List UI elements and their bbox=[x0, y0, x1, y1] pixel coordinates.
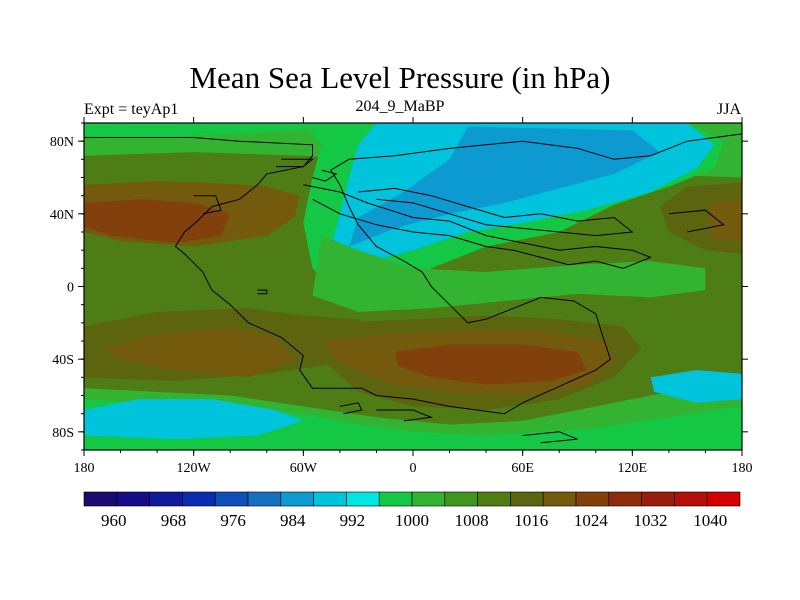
contour-region-north-pole-low-996 bbox=[84, 123, 322, 138]
coastline-5 bbox=[193, 195, 222, 215]
colorbar-swatch bbox=[280, 491, 314, 507]
colorbar-swatch bbox=[608, 491, 642, 507]
colorbar-swatch bbox=[411, 491, 446, 507]
contour-region-sh-high-1024 bbox=[394, 344, 587, 385]
x-tick-label: 180 bbox=[74, 461, 95, 476]
contour-region-north-low-984 bbox=[349, 126, 660, 247]
colorbar-label: 976 bbox=[220, 511, 246, 530]
contour-region-south-pole-996 bbox=[84, 442, 742, 450]
colorbar-label: 1032 bbox=[634, 511, 668, 530]
y-tick-label: 0 bbox=[67, 281, 74, 296]
colorbar-swatch bbox=[674, 491, 708, 507]
coastline-4 bbox=[275, 158, 314, 168]
colorbar: 960 968 976 984 992 1000 1008 1016 1024 1032 1040 bbox=[83, 491, 741, 530]
contour-region-nh-pacific-high-1024 bbox=[84, 199, 231, 243]
period-label: 204_9_MaBP bbox=[355, 98, 445, 115]
coastlines bbox=[84, 133, 742, 444]
colorbar-swatch bbox=[149, 491, 183, 507]
colorbar-swatch bbox=[510, 491, 544, 507]
colorbar-swatch bbox=[182, 491, 216, 507]
y-tick-label: 40N bbox=[50, 208, 74, 223]
colorbar-swatch bbox=[575, 491, 610, 507]
contour-region-sh-east-low-988 bbox=[650, 370, 742, 403]
x-tick-label: 60W bbox=[290, 461, 318, 476]
contour-region-nh-atlantic-high-1020 bbox=[709, 199, 742, 242]
colorbar-swatch bbox=[83, 491, 118, 507]
colorbar-swatch bbox=[214, 491, 249, 507]
colorbar-label: 1040 bbox=[693, 511, 727, 530]
x-tick-label: 180 bbox=[732, 461, 753, 476]
colorbar-label: 968 bbox=[161, 511, 187, 530]
coastline-2 bbox=[358, 187, 634, 237]
coastline-3 bbox=[312, 169, 338, 182]
colorbar-label: 984 bbox=[280, 511, 306, 530]
colorbar-swatch bbox=[313, 491, 347, 507]
x-tick-label: 120E bbox=[618, 461, 648, 476]
coastline-8 bbox=[339, 402, 363, 415]
colorbar-swatch bbox=[641, 491, 675, 507]
colorbar-label: 1024 bbox=[574, 511, 609, 530]
y-tick-label: 40S bbox=[52, 353, 74, 368]
pressure-field bbox=[84, 123, 742, 450]
colorbar-swatch bbox=[444, 491, 478, 507]
x-tick-label: 0 bbox=[410, 461, 417, 476]
y-tick-label: 80S bbox=[52, 426, 74, 441]
coastline-6 bbox=[257, 289, 268, 295]
coastline-9 bbox=[522, 431, 578, 444]
x-tick-label: 120W bbox=[177, 461, 212, 476]
coastline-1 bbox=[303, 184, 652, 269]
colorbar-swatch bbox=[542, 491, 577, 507]
colorbar-swatch bbox=[247, 491, 282, 507]
y-tick-label: 80N bbox=[50, 135, 74, 150]
colorbar-label: 960 bbox=[101, 511, 127, 530]
colorbar-swatch bbox=[346, 491, 380, 507]
colorbar-swatch bbox=[477, 491, 511, 507]
colorbar-swatch bbox=[706, 491, 741, 507]
contour-region-sh-pacific-low-988 bbox=[84, 399, 304, 440]
experiment-label: Expt = teyAp1 bbox=[84, 101, 179, 118]
coastline-10 bbox=[668, 209, 725, 233]
contour-region-eq-low-1004 bbox=[312, 235, 706, 312]
colorbar-label: 1008 bbox=[455, 511, 489, 530]
coastline-7 bbox=[376, 409, 434, 422]
season-label: JJA bbox=[716, 101, 741, 118]
colorbar-label: 1016 bbox=[514, 511, 548, 530]
axes: 180 120W 60W 0 60E 120E 180 80N 40N 0 40S 80S bbox=[50, 117, 753, 476]
chart-title: Mean Sea Level Pressure (in hPa) bbox=[189, 60, 611, 95]
colorbar-swatch bbox=[378, 491, 413, 507]
colorbar-swatch bbox=[116, 491, 150, 507]
colorbar-label: 1000 bbox=[395, 511, 429, 530]
x-tick-label: 60E bbox=[511, 461, 534, 476]
colorbar-label: 992 bbox=[340, 511, 366, 530]
contour-region-sh-pacific-high-1020 bbox=[102, 326, 295, 378]
